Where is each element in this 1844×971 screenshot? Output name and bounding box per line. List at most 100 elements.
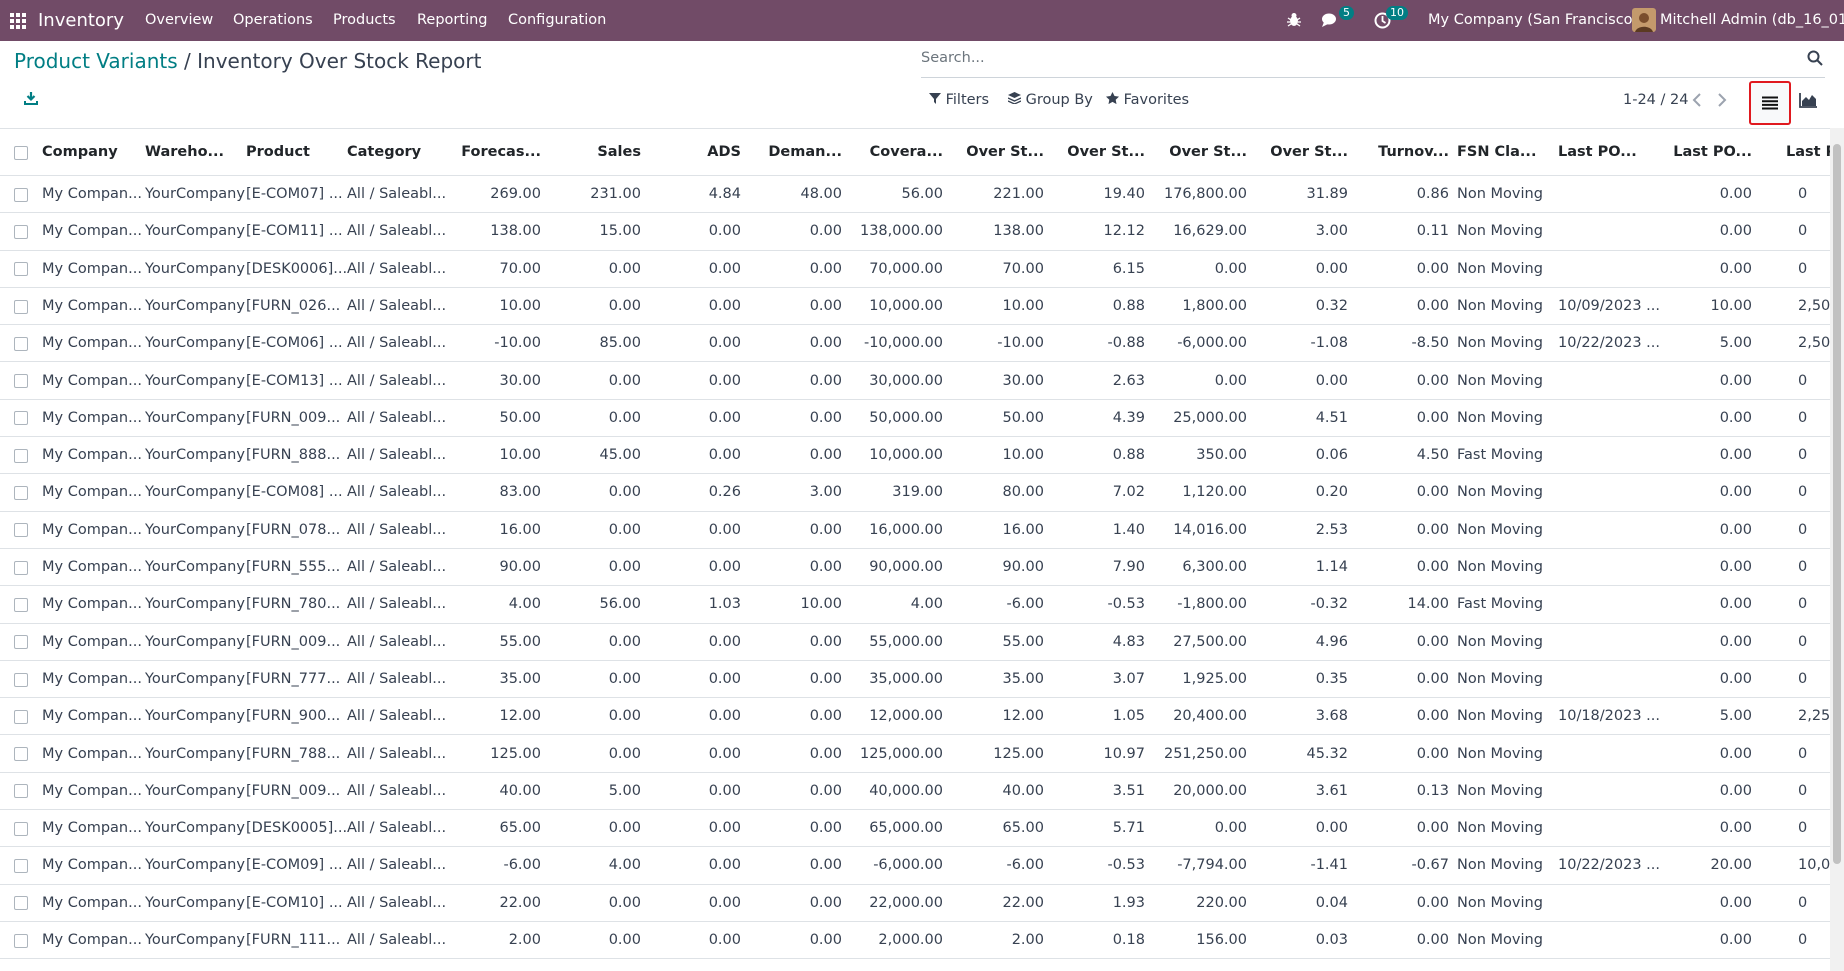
table-row[interactable]: My Compan... YourCompany [E-COM08] ... All … [0, 474, 1830, 512]
row-checkbox[interactable] [14, 486, 28, 501]
table-row[interactable]: My Compan... YourCompany [DESK0005]... All … [0, 810, 1830, 848]
table-row[interactable]: My Compan... YourCompany [FURN_009... All /… [0, 624, 1830, 661]
column-header[interactable]: Turnov... [1378, 144, 1449, 160]
table-row[interactable]: My Compan... YourCompany [FURN_900... All /… [0, 698, 1830, 736]
table-cell: 0.00 [708, 857, 741, 874]
table-cell: 0.20 [1315, 484, 1348, 501]
table-row[interactable]: My Compan... YourCompany [FURN_555... All /… [0, 549, 1830, 587]
column-header[interactable]: Over St... [1270, 144, 1348, 160]
row-checkbox[interactable] [14, 187, 28, 202]
table-cell: 350.00 [1196, 447, 1247, 464]
column-header[interactable]: Over St... [1067, 144, 1145, 160]
row-checkbox[interactable] [14, 859, 28, 874]
avatar[interactable] [1632, 8, 1656, 32]
table-row[interactable]: My Compan... YourCompany [E-COM11] ... All … [0, 213, 1830, 251]
row-checkbox[interactable] [14, 597, 28, 612]
table-row[interactable]: My Compan... YourCompany [FURN_026... All /… [0, 288, 1830, 326]
favorites-button[interactable]: Favorites [1106, 90, 1189, 110]
menu-item[interactable]: Configuration [508, 12, 607, 28]
row-checkbox[interactable] [14, 336, 28, 351]
breadcrumb-parent[interactable]: Product Variants [14, 49, 178, 73]
table-row[interactable]: My Compan... YourCompany [E-COM13] ... All … [0, 363, 1830, 400]
table-cell: 0.00 [708, 260, 741, 277]
menu-item[interactable]: Overview [145, 12, 214, 28]
table-cell: -0.32 [1310, 596, 1348, 613]
row-checkbox[interactable] [14, 448, 28, 463]
column-header[interactable]: Deman... [768, 144, 842, 160]
row-checkbox[interactable] [14, 299, 28, 314]
company-switcher[interactable]: My Company (San Francisco) [1428, 12, 1639, 28]
table-row[interactable]: My Compan... YourCompany [E-COM07] ... All … [0, 176, 1830, 214]
column-header[interactable]: Over St... [966, 144, 1044, 160]
table-row[interactable]: My Compan... YourCompany [FURN_777... All /… [0, 661, 1830, 699]
graph-view-button[interactable] [1799, 93, 1817, 108]
row-checkbox[interactable] [14, 560, 28, 575]
column-header[interactable]: Company [42, 144, 118, 160]
user-menu[interactable]: Mitchell Admin (db_16_01) [1660, 12, 1844, 28]
apps-icon[interactable] [10, 13, 26, 29]
table-cell: YourCompany [145, 223, 245, 240]
column-header[interactable]: Last P [1786, 144, 1830, 160]
search-icon[interactable] [1807, 50, 1823, 66]
table-row[interactable]: My Compan... YourCompany [FURN_009... All /… [0, 773, 1830, 811]
column-header[interactable]: FSN Cla... [1457, 144, 1537, 160]
table-cell: 156.00 [1196, 932, 1247, 948]
table-cell: All / Saleabl... [347, 820, 447, 837]
table-row[interactable]: My Compan... YourCompany [DESK0006]... All … [0, 251, 1830, 288]
row-checkbox[interactable] [14, 747, 28, 762]
app-name[interactable]: Inventory [38, 10, 124, 31]
download-button[interactable] [24, 91, 38, 105]
row-checkbox[interactable] [14, 635, 28, 650]
column-header[interactable]: Sales [597, 144, 641, 160]
table-row[interactable]: My Compan... YourCompany [E-COM06] ... All … [0, 325, 1830, 363]
select-all-checkbox[interactable] [14, 145, 28, 160]
row-checkbox[interactable] [14, 896, 28, 911]
menu-item[interactable]: Reporting [417, 12, 488, 28]
table-row[interactable]: My Compan... YourCompany [FURN_888... All /… [0, 437, 1830, 475]
table-row[interactable]: My Compan... YourCompany [FURN_009... All /… [0, 400, 1830, 438]
table-row[interactable]: My Compan... YourCompany [E-COM10] ... All … [0, 885, 1830, 922]
chat-icon[interactable] [1321, 12, 1341, 29]
row-checkbox[interactable] [14, 933, 28, 948]
row-checkbox[interactable] [14, 224, 28, 239]
debug-icon[interactable] [1286, 12, 1302, 28]
row-checkbox[interactable] [14, 672, 28, 687]
column-header[interactable]: Last PO... [1673, 144, 1752, 160]
table-row[interactable]: My Compan... YourCompany [FURN_078... All /… [0, 512, 1830, 549]
row-checkbox[interactable] [14, 262, 28, 277]
column-header[interactable]: Covera... [869, 144, 943, 160]
group-by-button[interactable]: Group By [1007, 90, 1093, 110]
menu-item[interactable]: Products [333, 12, 396, 28]
filters-button[interactable]: Filters [929, 90, 989, 110]
column-header[interactable]: ADS [707, 144, 741, 160]
activity-badge: 10 [1386, 6, 1408, 20]
table-row[interactable]: My Compan... YourCompany [E-COM09] ... All … [0, 847, 1830, 885]
activity-icon[interactable] [1374, 12, 1391, 29]
table-cell: My Compan... [42, 745, 142, 762]
column-header[interactable]: Forecas... [461, 144, 541, 160]
table-cell: 16.00 [1002, 521, 1044, 538]
pager-prev[interactable] [1692, 93, 1702, 107]
column-header[interactable]: Over St... [1169, 144, 1247, 160]
table-row[interactable]: My Compan... YourCompany [FURN_780... All /… [0, 586, 1830, 624]
row-checkbox[interactable] [14, 821, 28, 836]
row-checkbox[interactable] [14, 411, 28, 426]
table-cell: 1,800.00 [1182, 297, 1247, 314]
table-row[interactable]: My Compan... YourCompany [FURN_788... All /… [0, 736, 1830, 773]
row-checkbox[interactable] [14, 523, 28, 538]
menu-item[interactable]: Operations [233, 12, 313, 28]
column-header[interactable]: Category [347, 144, 422, 160]
column-header[interactable]: Wareho... [145, 144, 225, 160]
table-cell: 10.97 [1103, 745, 1145, 762]
column-header[interactable]: Product [246, 144, 310, 160]
list-view-button[interactable] [1749, 81, 1791, 125]
search-box[interactable]: Search... [921, 46, 1825, 78]
row-checkbox[interactable] [14, 709, 28, 724]
row-checkbox[interactable] [14, 374, 28, 389]
row-checkbox[interactable] [14, 784, 28, 799]
table-cell: All / Saleabl... [347, 484, 447, 501]
pager-next[interactable] [1717, 93, 1727, 107]
table-cell: 12.12 [1103, 223, 1145, 240]
column-header[interactable]: Last PO... [1558, 144, 1637, 160]
table-row[interactable]: My Compan... YourCompany [FURN_111... All /… [0, 922, 1830, 960]
